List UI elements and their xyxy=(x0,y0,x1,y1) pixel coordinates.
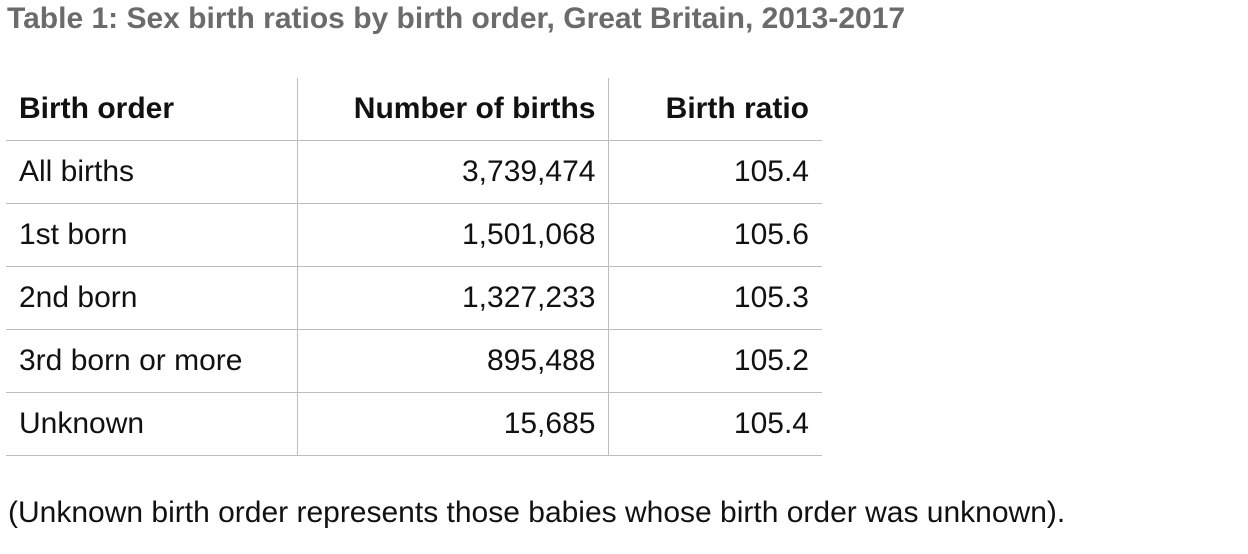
number-of-births-cell: 895,488 xyxy=(296,329,609,393)
column-header-birth-ratio: Birth ratio xyxy=(608,78,822,141)
birth-ratio-cell: 105.4 xyxy=(608,140,822,204)
number-of-births-cell: 1,327,233 xyxy=(296,266,609,330)
birth-ratio-cell: 105.3 xyxy=(608,266,822,330)
table-row: 1st born 1,501,068 105.6 xyxy=(6,203,822,267)
birth-ratio-cell: 105.2 xyxy=(608,329,822,393)
birth-order-cell: All births xyxy=(6,140,298,204)
column-header-birth-order: Birth order xyxy=(6,78,298,141)
footnote: (Unknown birth order represents those ba… xyxy=(8,496,1066,529)
table-row: All births 3,739,474 105.4 xyxy=(6,140,822,204)
birth-order-cell: 1st born xyxy=(6,203,298,267)
column-header-number-of-births: Number of births xyxy=(296,78,609,141)
table-header: Birth order Number of births Birth ratio xyxy=(6,78,822,141)
table-row: Unknown 15,685 105.4 xyxy=(6,392,822,456)
number-of-births-cell: 3,739,474 xyxy=(296,140,609,204)
table-title: Table 1: Sex birth ratios by birth order… xyxy=(7,2,906,35)
birth-order-cell: 3rd born or more xyxy=(6,329,298,393)
number-of-births-cell: 15,685 xyxy=(296,392,609,456)
header-row: Birth order Number of births Birth ratio xyxy=(6,78,822,141)
birth-ratio-cell: 105.4 xyxy=(608,392,822,456)
table-row: 2nd born 1,327,233 105.3 xyxy=(6,266,822,330)
birth-order-cell: Unknown xyxy=(6,392,298,456)
birth-order-cell: 2nd born xyxy=(6,266,298,330)
table-row: 3rd born or more 895,488 105.2 xyxy=(6,329,822,393)
table-body: All births 3,739,474 105.4 1st born 1,50… xyxy=(6,140,822,456)
birth-ratio-cell: 105.6 xyxy=(608,203,822,267)
birth-ratio-table: Birth order Number of births Birth ratio… xyxy=(6,78,822,456)
number-of-births-cell: 1,501,068 xyxy=(296,203,609,267)
